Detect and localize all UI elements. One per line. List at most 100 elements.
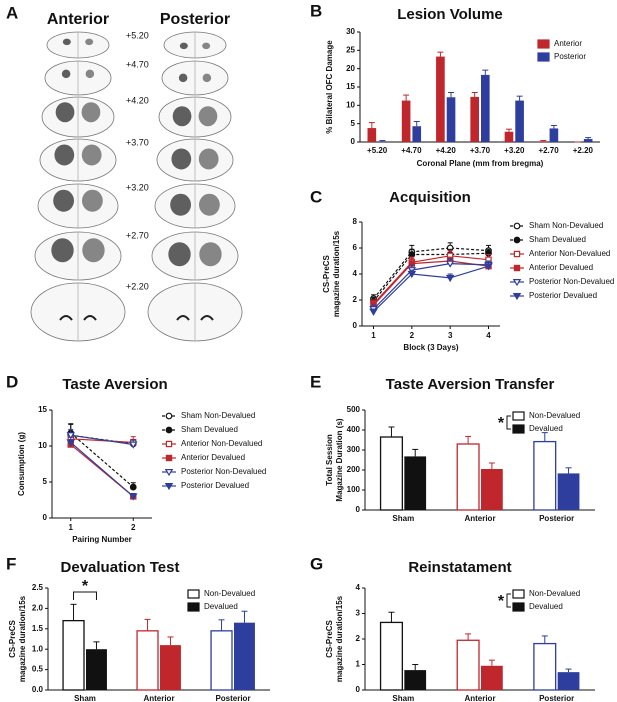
- lesion: [172, 106, 192, 127]
- x-tick-label: Sham: [392, 694, 414, 702]
- legend-label: Anterior Non-Devalued: [529, 249, 610, 258]
- legend-marker: [512, 279, 522, 287]
- y-axis-label: magazine duration/15s: [332, 230, 341, 317]
- lesion: [202, 42, 211, 50]
- brain-section: [44, 60, 112, 96]
- series-line: [373, 265, 489, 313]
- brain-section: [161, 60, 229, 96]
- x-tick-label: +3.70: [470, 146, 491, 155]
- y-tick-label: 100: [347, 485, 361, 494]
- legend-label: Anterior Devalued: [529, 263, 593, 272]
- brain-section: [151, 231, 239, 281]
- panel-letter: F: [6, 554, 16, 573]
- legend-label: Anterior Non-Devalued: [181, 439, 262, 448]
- ventricle: [176, 315, 214, 321]
- lesion: [179, 42, 188, 50]
- bar: [379, 436, 403, 511]
- level-label: +3.70: [126, 137, 149, 147]
- bar: [86, 649, 107, 690]
- lesion: [81, 144, 102, 166]
- bar: [533, 642, 557, 691]
- lesion: [170, 193, 192, 216]
- significance-mark: *: [82, 578, 89, 595]
- lesion: [85, 38, 94, 46]
- legend-swatch: [537, 39, 550, 49]
- data-point: [484, 263, 493, 271]
- data-point: [66, 432, 76, 440]
- y-tick-label: 4: [353, 269, 358, 278]
- lesion: [178, 73, 188, 83]
- x-tick-label: Anterior: [143, 694, 174, 702]
- y-tick-label: 5: [351, 119, 356, 128]
- lesion: [199, 193, 220, 216]
- legend-label: Sham Non-Devalued: [181, 411, 255, 420]
- lesion: [82, 189, 103, 212]
- bar: [436, 56, 445, 142]
- panel-letter: G: [310, 554, 323, 573]
- lesion: [51, 238, 74, 263]
- legend-swatch: [537, 52, 550, 62]
- x-tick-label: +4.70: [401, 146, 422, 155]
- lesion: [168, 242, 191, 267]
- lesion: [85, 69, 95, 79]
- legend-swatch: [512, 411, 525, 421]
- x-tick-label: 2: [131, 523, 136, 532]
- lesion: [62, 38, 71, 46]
- legend-swatch: [512, 424, 525, 434]
- y-tick-label: 20: [346, 64, 355, 73]
- y-tick-label: 300: [347, 445, 361, 454]
- y-tick-label: 0.5: [32, 665, 44, 674]
- data-point: [445, 260, 455, 268]
- lesion: [53, 189, 74, 212]
- brain-section: [46, 31, 110, 59]
- y-tick-label: 0: [356, 505, 361, 514]
- legend-marker: [165, 454, 173, 462]
- bar: [378, 141, 387, 142]
- series-line: [373, 262, 489, 310]
- panel-letter: C: [310, 187, 322, 206]
- legend-marker: [513, 222, 521, 230]
- y-tick-label: 0.0: [32, 685, 44, 694]
- bar: [404, 456, 427, 510]
- brain-section: [147, 282, 243, 342]
- level-label: +3.20: [126, 182, 149, 192]
- bar: [583, 139, 593, 142]
- data-point: [369, 308, 378, 316]
- bar: [456, 639, 480, 691]
- x-tick-label: 1: [371, 331, 376, 340]
- column-title: Posterior: [160, 11, 230, 28]
- y-axis-label: magazine duration/15s: [335, 595, 344, 682]
- legend-label: Posterior: [554, 52, 586, 61]
- legend-label: Devalued: [529, 424, 563, 433]
- data-point: [408, 251, 416, 258]
- lesion: [202, 73, 212, 83]
- y-tick-label: 1.0: [32, 644, 44, 653]
- x-tick-label: Posterior: [215, 694, 250, 702]
- bar: [549, 128, 559, 142]
- significance-bracket: [506, 415, 511, 430]
- panel-letter: B: [310, 1, 322, 20]
- legend-label: Non-Devalued: [529, 411, 580, 420]
- y-tick-label: 0: [353, 321, 358, 330]
- brain-section: [158, 96, 232, 138]
- bar: [136, 630, 159, 691]
- y-axis-label: CS-PreCS: [325, 619, 334, 657]
- chart-title: Devaluation Test: [61, 559, 180, 576]
- bar: [446, 97, 456, 142]
- legend-label: Sham Devalued: [529, 235, 586, 244]
- legend-marker: [165, 440, 173, 448]
- x-tick-label: +5.20: [367, 146, 388, 155]
- x-tick-label: +4.20: [436, 146, 457, 155]
- y-tick-label: 2: [356, 634, 361, 643]
- x-tick-label: 1: [69, 523, 74, 532]
- legend-label: Sham Devalued: [181, 425, 238, 434]
- level-label: +2.70: [126, 230, 149, 240]
- y-axis-label: Total Session: [325, 434, 334, 486]
- y-tick-label: 5: [43, 477, 48, 486]
- bar: [404, 670, 427, 690]
- y-tick-label: 400: [347, 425, 361, 434]
- ventricle: [59, 315, 97, 321]
- bar: [210, 630, 233, 691]
- data-point: [66, 439, 76, 447]
- legend-marker: [513, 264, 521, 272]
